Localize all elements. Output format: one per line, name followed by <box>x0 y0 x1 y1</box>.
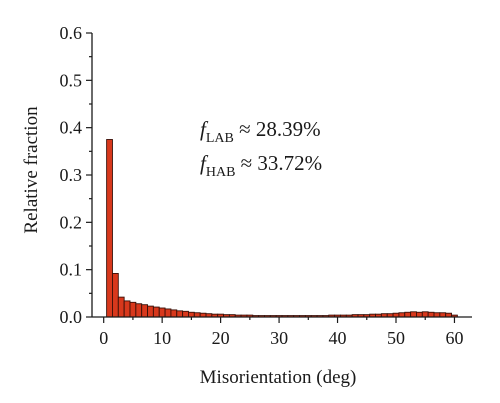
histogram-bar <box>404 311 412 318</box>
x-axis-title: Misorientation (deg) <box>200 367 357 388</box>
histogram-bar <box>141 304 148 318</box>
annotation-f-hab-symbol: f <box>200 151 209 175</box>
x-tick-label: 40 <box>329 328 347 348</box>
histogram-bar <box>112 273 119 318</box>
axes-group <box>91 33 472 318</box>
y-tick-label: 0.1 <box>60 260 83 280</box>
x-tick-label: 30 <box>270 328 288 348</box>
y-tick-label: 0.4 <box>60 118 83 138</box>
bars-group <box>106 139 458 318</box>
histogram-bar <box>106 139 113 318</box>
annotation-f-lab-value: ≈ 28.39% <box>234 117 321 141</box>
x-tick-label: 10 <box>153 328 171 348</box>
x-tick-label: 50 <box>387 328 405 348</box>
y-tick-label: 0.0 <box>60 307 83 327</box>
annotation-f-hab-value: ≈ 33.72% <box>235 151 322 175</box>
annotation-f-lab: fLAB ≈ 28.39% <box>200 117 321 146</box>
histogram-bar <box>158 307 166 318</box>
x-tick-label: 0 <box>99 328 108 348</box>
y-axis-title: Relative fraction <box>21 106 42 234</box>
y-tick-label: 0.3 <box>60 165 83 185</box>
histogram-bar <box>135 303 143 318</box>
histogram-bar <box>421 311 429 318</box>
histogram-bar <box>152 306 160 318</box>
annotation-f-hab-subscript: HAB <box>206 165 236 180</box>
histogram-bar <box>182 310 189 318</box>
histogram-bar <box>410 311 417 318</box>
y-tick-label: 0.5 <box>60 70 83 90</box>
annotation-f-lab-subscript: LAB <box>206 131 234 146</box>
histogram-bar <box>164 308 172 318</box>
annotation-f-hab: fHAB ≈ 33.72% <box>200 151 322 180</box>
histogram-bar <box>123 300 131 318</box>
y-tick-label: 0.2 <box>60 212 83 232</box>
x-ticks-group: 0 10 20 30 40 50 60 <box>99 317 463 348</box>
histogram-bar <box>416 311 423 318</box>
histogram-bar <box>129 301 137 318</box>
histogram-bar <box>117 296 125 318</box>
x-tick-label: 60 <box>445 328 463 348</box>
histogram-bar <box>176 310 184 318</box>
x-tick-label: 20 <box>212 328 230 348</box>
annotation-f-lab-symbol: f <box>200 117 209 141</box>
histogram-bar <box>147 305 154 318</box>
y-ticks-group: 0.0 0.1 0.2 0.3 0.4 0.5 0.6 <box>60 23 92 327</box>
histogram-bar <box>188 311 195 318</box>
y-tick-label: 0.6 <box>60 23 83 43</box>
histogram-bar <box>170 309 178 318</box>
histogram-bar <box>427 311 435 318</box>
